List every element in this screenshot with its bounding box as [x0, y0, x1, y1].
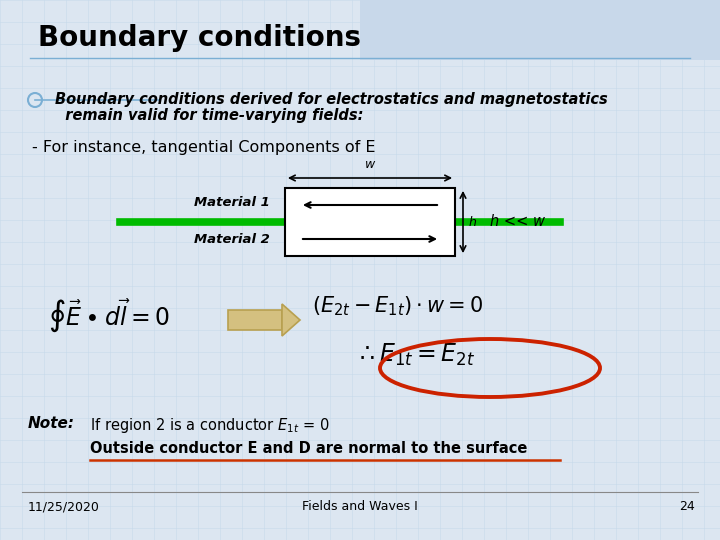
- Text: 11/25/2020: 11/25/2020: [28, 500, 100, 513]
- Polygon shape: [282, 304, 300, 336]
- Text: w: w: [365, 158, 375, 171]
- Text: remain valid for time-varying fields:: remain valid for time-varying fields:: [55, 108, 364, 123]
- Text: Boundary conditions derived for electrostatics and magnetostatics: Boundary conditions derived for electros…: [55, 92, 608, 107]
- Text: 24: 24: [679, 500, 695, 513]
- Text: $\left(E_{2t} - E_{1t}\right) \cdot w = 0$: $\left(E_{2t} - E_{1t}\right) \cdot w = …: [312, 294, 483, 318]
- Text: h << w: h << w: [490, 213, 545, 228]
- Text: $\therefore E_{1t} = E_{2t}$: $\therefore E_{1t} = E_{2t}$: [355, 342, 475, 368]
- Text: h: h: [469, 215, 477, 228]
- Text: Note:: Note:: [28, 416, 75, 431]
- Bar: [228, 310, 282, 330]
- Text: $\oint \vec{E} \bullet d\vec{l} = 0$: $\oint \vec{E} \bullet d\vec{l} = 0$: [48, 298, 170, 335]
- Text: Boundary conditions: Boundary conditions: [38, 24, 361, 52]
- Text: - For instance, tangential Components of E: - For instance, tangential Components of…: [32, 140, 376, 155]
- Text: If region 2 is a conductor $E_{1t}$ = 0: If region 2 is a conductor $E_{1t}$ = 0: [90, 416, 330, 435]
- Bar: [285, 188, 455, 256]
- Bar: [360, 0, 720, 60]
- Text: Material 2: Material 2: [194, 233, 270, 246]
- Text: Outside conductor E and D are normal to the surface: Outside conductor E and D are normal to …: [90, 441, 527, 456]
- Text: Material 1: Material 1: [194, 196, 270, 209]
- Text: Fields and Waves I: Fields and Waves I: [302, 500, 418, 513]
